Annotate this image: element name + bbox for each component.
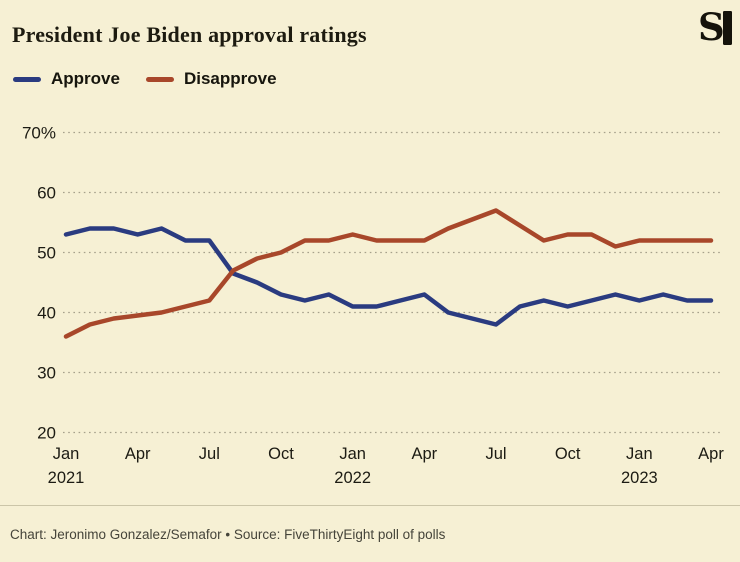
y-tick-label: 20 <box>37 424 56 443</box>
svg-text:S: S <box>700 10 725 46</box>
x-tick-label: Oct <box>268 445 294 463</box>
y-tick-label: 50 <box>37 244 56 263</box>
y-tick-label: 60 <box>37 184 56 203</box>
legend: Approve Disapprove <box>13 69 277 89</box>
x-tick-label: Apr <box>125 445 151 463</box>
x-tick-label: Jan <box>53 445 80 463</box>
disapprove-line <box>63 208 714 339</box>
footer-credit: Chart: Jeronimo Gonzalez/Semafor • Sourc… <box>10 526 446 542</box>
disapprove-legend-label: Disapprove <box>183 69 277 88</box>
x-tick-label: Jan <box>339 445 366 463</box>
x-tick-label: Jul <box>485 445 506 463</box>
approve-legend-label: Approve <box>51 69 120 88</box>
x-tick-label: Oct <box>555 445 581 463</box>
approve-line <box>63 226 714 327</box>
y-tick-label: 70% <box>22 124 56 143</box>
y-tick-label: 40 <box>37 304 56 323</box>
x-tick-label: Apr <box>411 445 437 463</box>
x-tick-year-label: 2023 <box>621 469 658 487</box>
disapprove-legend-swatch <box>145 76 174 82</box>
x-tick-year-label: 2022 <box>334 469 371 487</box>
approve-legend-swatch <box>13 76 41 82</box>
x-tick-year-label: 2021 <box>48 469 85 487</box>
chart-title: President Joe Biden approval ratings <box>12 22 367 47</box>
x-tick-label: Jan <box>626 445 653 463</box>
footer: Chart: Jeronimo Gonzalez/Semafor • Sourc… <box>0 505 740 562</box>
y-tick-label: 30 <box>37 364 56 383</box>
semafor-logo-icon: S <box>700 10 732 46</box>
x-tick-label: Apr <box>698 445 724 463</box>
approval-line-chart: 20 30 40 50 60 70% Jan 2021 Apr Jul Oct Jan 2022 Apr J… <box>22 124 724 488</box>
x-tick-label: Jul <box>199 445 220 463</box>
